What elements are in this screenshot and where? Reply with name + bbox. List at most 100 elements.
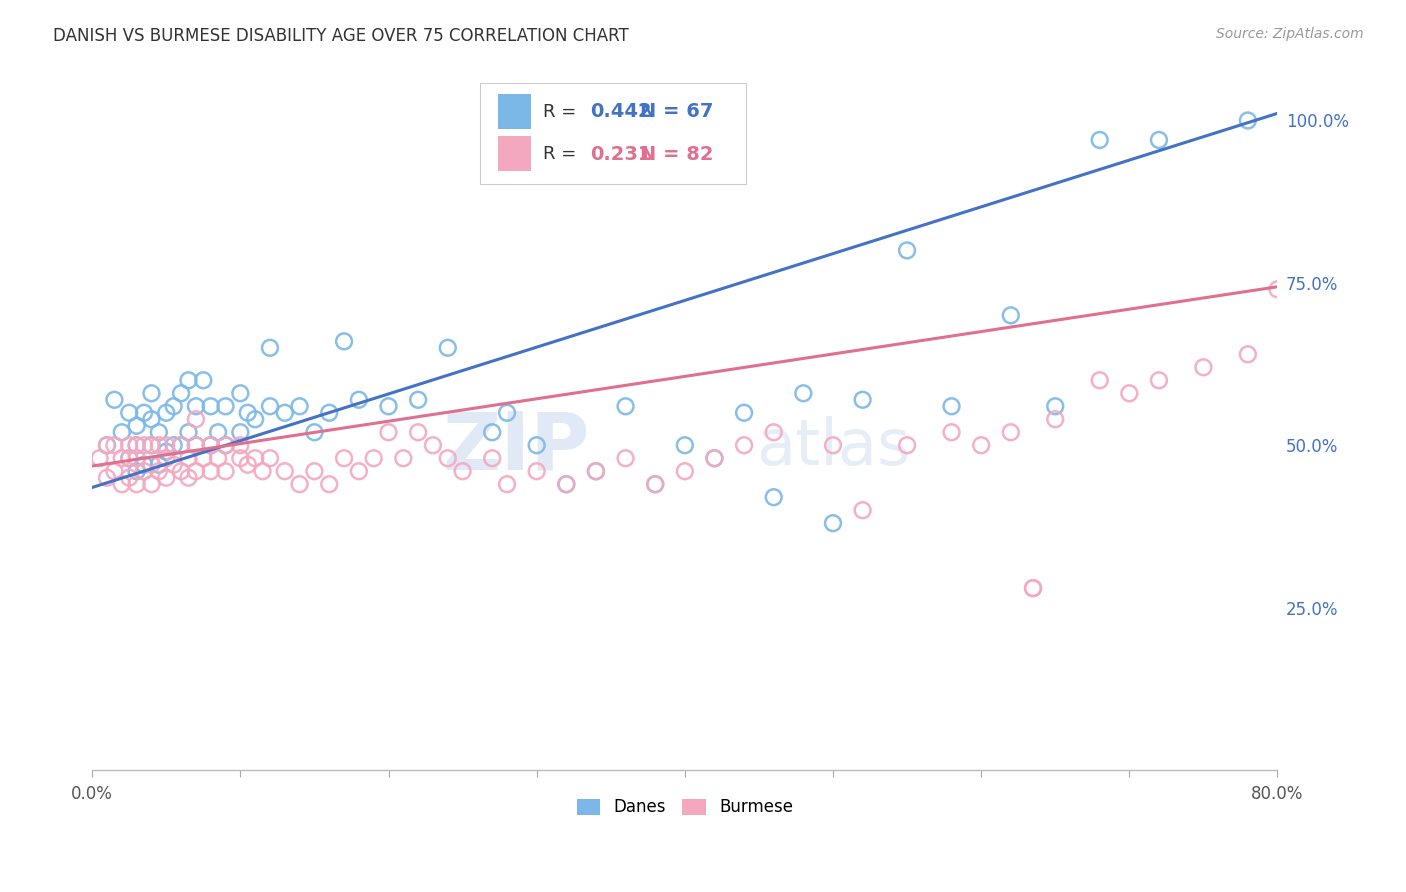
Point: [141, 458, 163, 472]
Point: [1000, 309, 1022, 323]
Point: [184, 438, 207, 452]
Point: [436, 341, 458, 355]
Point: [243, 412, 266, 426]
Point: [200, 438, 222, 452]
Point: [733, 406, 755, 420]
Point: [155, 438, 177, 452]
Point: [585, 464, 607, 478]
Point: [274, 406, 297, 420]
Text: R =: R =: [543, 103, 582, 120]
Point: [155, 406, 177, 420]
Point: [214, 399, 236, 413]
Point: [1237, 347, 1260, 361]
FancyBboxPatch shape: [498, 94, 530, 128]
Point: [184, 438, 207, 452]
Point: [125, 464, 148, 478]
Point: [103, 392, 125, 407]
Point: [132, 458, 155, 472]
Point: [207, 425, 229, 440]
Point: [177, 451, 200, 466]
Point: [132, 438, 155, 452]
Point: [155, 471, 177, 485]
Point: [184, 399, 207, 413]
Point: [585, 464, 607, 478]
Point: [436, 451, 458, 466]
Point: [118, 471, 141, 485]
Point: [762, 425, 785, 440]
Point: [148, 425, 170, 440]
Point: [1147, 373, 1170, 387]
Text: DANISH VS BURMESE DISABILITY AGE OVER 75 CORRELATION CHART: DANISH VS BURMESE DISABILITY AGE OVER 75…: [53, 27, 628, 45]
Point: [236, 406, 259, 420]
Point: [852, 392, 875, 407]
Point: [496, 477, 519, 491]
Text: R =: R =: [543, 145, 582, 163]
Point: [377, 425, 399, 440]
Point: [703, 451, 725, 466]
Point: [1118, 386, 1140, 401]
Point: [236, 458, 259, 472]
Point: [118, 451, 141, 466]
Point: [229, 425, 252, 440]
Point: [184, 464, 207, 478]
Point: [1237, 113, 1260, 128]
Point: [392, 451, 415, 466]
Point: [193, 373, 215, 387]
Text: ZIP: ZIP: [443, 409, 591, 486]
Point: [141, 438, 163, 452]
FancyBboxPatch shape: [498, 136, 530, 171]
Point: [526, 464, 548, 478]
Text: 0.231: 0.231: [591, 145, 651, 164]
Point: [555, 477, 578, 491]
Point: [148, 438, 170, 452]
Point: [1022, 581, 1045, 595]
FancyBboxPatch shape: [479, 83, 747, 185]
Point: [526, 438, 548, 452]
Point: [821, 438, 844, 452]
Point: [941, 399, 963, 413]
Text: atlas: atlas: [756, 417, 910, 478]
Point: [170, 386, 193, 401]
Point: [163, 399, 186, 413]
Point: [207, 451, 229, 466]
Point: [318, 406, 340, 420]
Point: [288, 477, 311, 491]
Point: [821, 516, 844, 531]
Point: [170, 464, 193, 478]
Point: [792, 386, 814, 401]
Point: [451, 464, 474, 478]
Point: [155, 444, 177, 458]
Legend: Danes, Burmese: Danes, Burmese: [568, 790, 801, 825]
Point: [148, 458, 170, 472]
Point: [155, 451, 177, 466]
Point: [852, 503, 875, 517]
Point: [496, 406, 519, 420]
Point: [214, 438, 236, 452]
Point: [118, 406, 141, 420]
Point: [177, 425, 200, 440]
Point: [762, 490, 785, 504]
Point: [406, 425, 429, 440]
Point: [347, 392, 370, 407]
Point: [1192, 360, 1215, 375]
Point: [118, 438, 141, 452]
Point: [333, 334, 356, 349]
Point: [214, 464, 236, 478]
Point: [288, 399, 311, 413]
Point: [229, 451, 252, 466]
Point: [111, 451, 134, 466]
Point: [1088, 133, 1111, 147]
Point: [644, 477, 666, 491]
Text: 0.442: 0.442: [591, 102, 651, 121]
Point: [200, 438, 222, 452]
Point: [132, 406, 155, 420]
Point: [614, 451, 637, 466]
Point: [673, 438, 696, 452]
Point: [229, 386, 252, 401]
Point: [896, 244, 918, 258]
Point: [252, 464, 274, 478]
Point: [406, 392, 429, 407]
Point: [229, 438, 252, 452]
Point: [118, 451, 141, 466]
Point: [193, 451, 215, 466]
